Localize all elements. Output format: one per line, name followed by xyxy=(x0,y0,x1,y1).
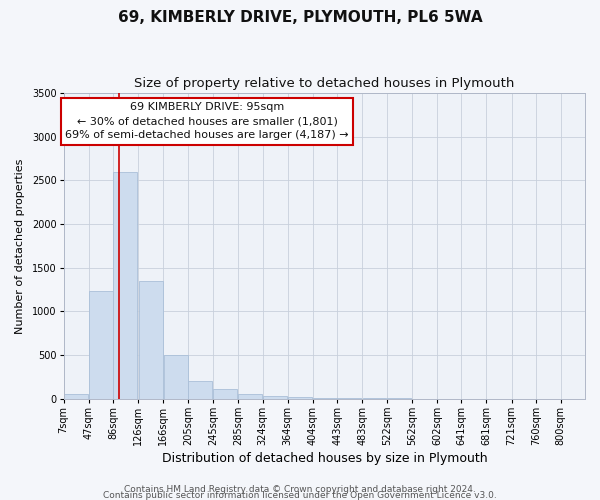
Bar xyxy=(288,397,312,398)
Bar xyxy=(263,396,287,398)
Y-axis label: Number of detached properties: Number of detached properties xyxy=(15,158,25,334)
Bar xyxy=(139,281,163,398)
Bar xyxy=(188,381,212,398)
Text: Contains public sector information licensed under the Open Government Licence v3: Contains public sector information licen… xyxy=(103,490,497,500)
Title: Size of property relative to detached houses in Plymouth: Size of property relative to detached ho… xyxy=(134,78,515,90)
Text: Contains HM Land Registry data © Crown copyright and database right 2024.: Contains HM Land Registry data © Crown c… xyxy=(124,484,476,494)
X-axis label: Distribution of detached houses by size in Plymouth: Distribution of detached houses by size … xyxy=(161,452,487,465)
Bar xyxy=(213,389,237,398)
Bar xyxy=(238,394,262,398)
Text: 69 KIMBERLY DRIVE: 95sqm
← 30% of detached houses are smaller (1,801)
69% of sem: 69 KIMBERLY DRIVE: 95sqm ← 30% of detach… xyxy=(65,102,349,140)
Bar xyxy=(64,394,88,398)
Bar xyxy=(89,291,113,399)
Text: 69, KIMBERLY DRIVE, PLYMOUTH, PL6 5WA: 69, KIMBERLY DRIVE, PLYMOUTH, PL6 5WA xyxy=(118,10,482,25)
Bar xyxy=(164,355,188,399)
Bar xyxy=(113,172,137,398)
